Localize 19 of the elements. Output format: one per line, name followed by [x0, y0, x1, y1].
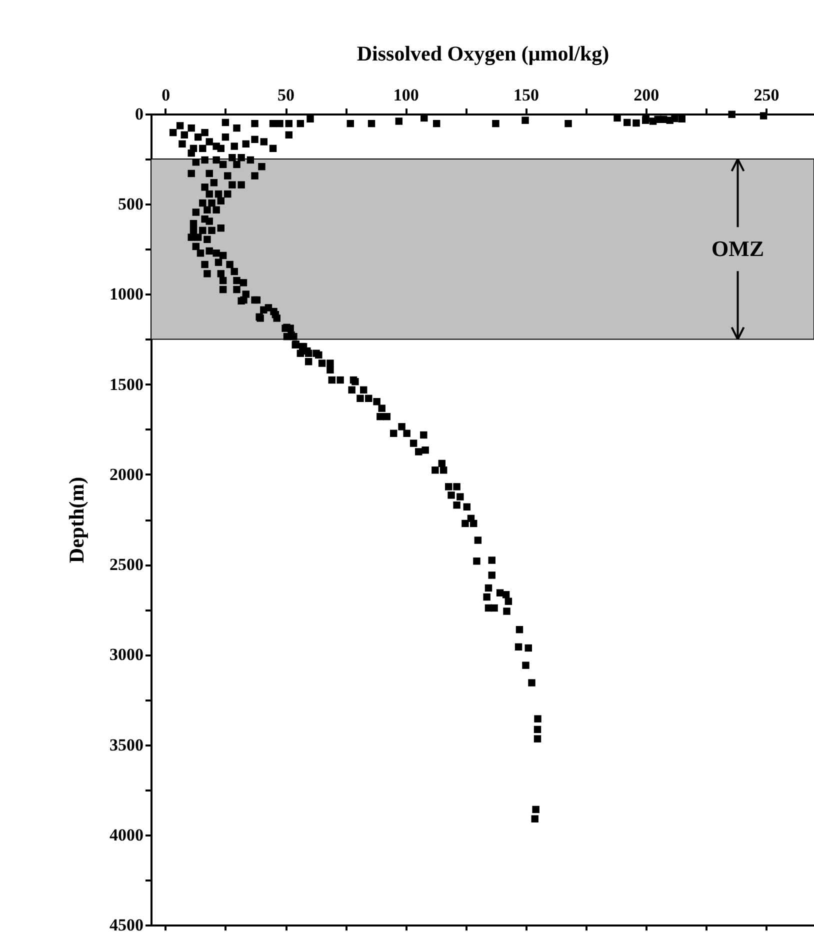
x-tick-label: 100 — [393, 86, 419, 104]
x-tick-label: 150 — [513, 86, 539, 104]
x-axis-title: Dissolved Oxygen (μmol/kg) — [356, 42, 610, 66]
y-tick-label: 0 — [135, 104, 144, 124]
x-tick-label: 200 — [634, 86, 660, 104]
y-axis-title: Depth(m) — [64, 476, 88, 564]
y-tick-label: 3500 — [110, 735, 144, 754]
y-tick-label: 2000 — [110, 464, 144, 484]
y-tick-label: 4000 — [110, 825, 144, 844]
y-tick-label: 1000 — [110, 284, 144, 304]
y-tick-label: 500 — [118, 194, 144, 214]
x-tick-label: 0 — [162, 86, 170, 104]
band-label: OMZ — [711, 236, 764, 262]
y-tick-label: 1500 — [110, 374, 144, 394]
y-tick-label: 4500 — [110, 916, 144, 934]
x-tick-label: 250 — [754, 86, 780, 104]
y-tick-label: 3000 — [110, 645, 144, 664]
x-tick-label: 50 — [278, 86, 295, 104]
y-tick-label: 2500 — [110, 555, 144, 574]
